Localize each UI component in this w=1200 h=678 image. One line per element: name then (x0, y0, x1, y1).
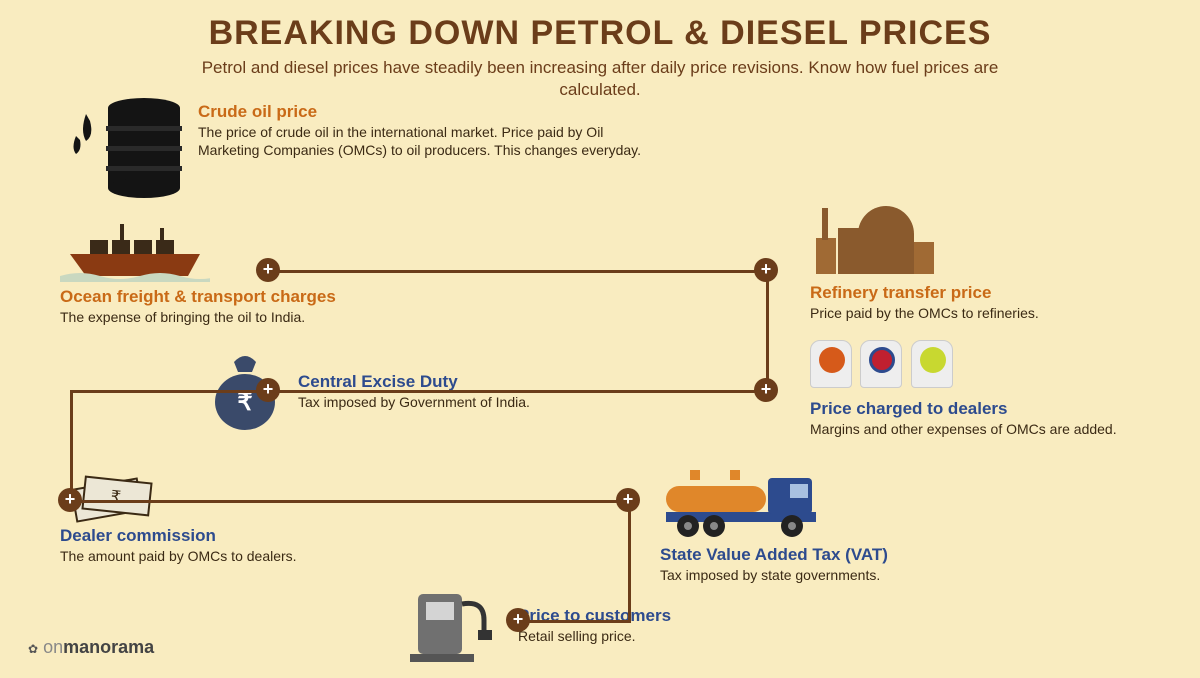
connector (268, 270, 766, 273)
logo-tag-icon (860, 340, 902, 388)
node-title: Price charged to dealers (810, 399, 1160, 419)
node-title: Refinery transfer price (810, 283, 1150, 303)
plus-icon: + (256, 258, 280, 282)
svg-text:₹: ₹ (237, 389, 252, 416)
logo-flower-icon: ✿ (28, 642, 38, 656)
node-desc: Margins and other expenses of OMCs are a… (810, 419, 1160, 439)
node-dealer-price: Price charged to dealers Margins and oth… (810, 340, 1160, 439)
connector (520, 620, 631, 623)
node-refinery: Refinery transfer price Price paid by th… (810, 198, 1150, 323)
refinery-icon (810, 198, 940, 278)
connector (70, 390, 271, 393)
plus-icon: + (754, 258, 778, 282)
fuel-pump-icon (400, 580, 510, 666)
plus-icon: + (616, 488, 640, 512)
connector (70, 390, 73, 500)
node-desc: The expense of bringing the oil to India… (60, 307, 380, 327)
node-title: Dealer commission (60, 526, 360, 546)
dealer-logos (810, 340, 1160, 393)
plus-icon: + (506, 608, 530, 632)
svg-text:₹: ₹ (110, 488, 122, 506)
connector (766, 270, 769, 390)
node-desc: Price paid by the OMCs to refineries. (810, 303, 1150, 323)
node-customer: Price to customers Retail selling price. (400, 580, 800, 666)
node-desc: The amount paid by OMCs to dealers. (60, 546, 360, 566)
page-title: BREAKING DOWN PETROL & DIESEL PRICES (0, 0, 1200, 53)
connector (628, 500, 631, 620)
connector (70, 500, 630, 503)
tanker-truck-icon (660, 460, 830, 540)
barrel-icon (68, 96, 188, 201)
page-subtitle: Petrol and diesel prices have steadily b… (0, 53, 1200, 101)
ship-icon (60, 222, 210, 282)
plus-icon: + (58, 488, 82, 512)
plus-icon: + (754, 378, 778, 402)
node-crude: Crude oil price The price of crude oil i… (68, 96, 648, 201)
node-vat: State Value Added Tax (VAT) Tax imposed … (660, 460, 1060, 585)
connector (268, 390, 769, 393)
node-title: State Value Added Tax (VAT) (660, 545, 1060, 565)
logo-text: on (43, 637, 63, 657)
node-freight: Ocean freight & transport charges The ex… (60, 222, 380, 327)
logo-text: manorama (63, 637, 154, 657)
logo-tag-icon (911, 340, 953, 388)
node-dealer-comm: ₹ Dealer commission The amount paid by O… (60, 470, 360, 566)
brand-logo: ✿ onmanorama (28, 637, 154, 658)
plus-icon: + (256, 378, 280, 402)
node-title: Ocean freight & transport charges (60, 287, 380, 307)
logo-tag-icon (810, 340, 852, 388)
